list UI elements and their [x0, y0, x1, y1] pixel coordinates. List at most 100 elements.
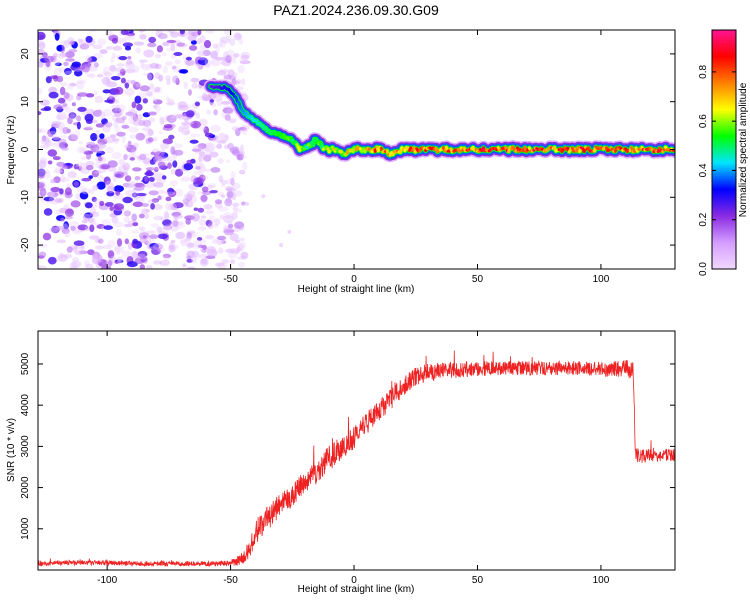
spectrogram-noise-cell [215, 56, 223, 61]
spectrogram-noise-cell [41, 135, 47, 142]
spectrogram-noise-cell [145, 167, 156, 171]
spectrogram-noise-cell [197, 143, 207, 150]
spectrogram-noise-cell [79, 163, 88, 171]
spectrogram-noise-cell [113, 221, 124, 228]
spectrogram-noise-cell [182, 263, 187, 268]
spectrogram-y-tick-label: 20 [20, 48, 31, 60]
spectrogram-noise-cell [136, 103, 143, 111]
spectrogram-noise-cell [46, 191, 58, 198]
spectrogram-noise-cell [38, 31, 46, 41]
spectrogram-noise-cell [103, 80, 111, 87]
spectrogram-noise-cell [209, 58, 221, 67]
spectrogram-noise-cell [68, 112, 77, 119]
spectrogram-noise-cell [48, 196, 55, 203]
spectrogram-noise-cell [198, 154, 205, 163]
spectrogram-noise-cell [42, 232, 52, 241]
spectrogram-noise-cell [122, 42, 133, 48]
spectrogram-noise-cell [241, 255, 246, 260]
spectrogram-noise-cell [107, 167, 117, 172]
spectrogram-noise-cell [231, 211, 238, 220]
spectrogram-noise-cell [52, 169, 64, 174]
spectrogram-noise-cell [148, 117, 156, 123]
colorbar: 0.0 0.2 0.4 0.6 0.8 Normalized spectral ampl… [698, 29, 749, 276]
spectrogram-noise-cell [123, 216, 130, 224]
spectrogram-noise-cell [160, 119, 167, 124]
spectrogram-noise-cell [171, 211, 182, 217]
spectrogram-noise-cell [148, 36, 157, 44]
spectrogram-noise-cell [103, 72, 113, 77]
spectrogram-noise-cell [156, 226, 163, 233]
spectrogram-noise-cell [287, 229, 292, 234]
spectrogram-noise-cell [94, 162, 101, 169]
spectrogram-noise-cell [179, 125, 190, 130]
spectrogram-noise-cell [176, 42, 185, 47]
spectrogram-noise-cell [104, 99, 114, 103]
spectrogram-noise-cell [38, 186, 46, 191]
snr-x-axis-label: Height of straight line (km) [298, 584, 415, 595]
spectrogram-noise-cell [240, 155, 247, 159]
spectrogram-noise-cell [154, 166, 159, 173]
spectrogram-noise-cell [122, 196, 133, 204]
spectrogram-noise-cell [59, 252, 64, 259]
spectrogram-noise-cell [100, 163, 110, 170]
spectrogram-noise-cell [59, 40, 68, 46]
snr-y-tick-label: 1000 [20, 517, 31, 540]
spectrogram-noise-cell [149, 62, 159, 69]
spectrogram-noise-cell [105, 146, 114, 154]
spectrogram-noise-cell [69, 266, 78, 269]
colorbar-frame [711, 29, 737, 270]
spectrogram-noise-cell [198, 154, 203, 162]
spectrogram-noise-cell [131, 79, 137, 86]
spectrogram-noise-cell [57, 254, 68, 262]
spectrogram-noise-cell [148, 199, 159, 204]
spectrogram-noise-cell [113, 99, 120, 104]
spectrogram-noise-cell [68, 132, 76, 136]
spectrogram-noise-cell [110, 76, 121, 81]
spectrogram-noise-cell [96, 181, 106, 190]
spectrogram-noise-cell [170, 31, 179, 38]
spectrogram-noise-cell [168, 203, 178, 211]
spectrogram-noise-cell [62, 223, 69, 231]
spectrogram-noise-cell [171, 168, 176, 175]
spectrogram-noise-cell [81, 187, 91, 195]
spectrogram-noise-cell [200, 194, 208, 202]
spectrogram-noise-cell [220, 139, 227, 144]
spectrogram-noise-cell [210, 50, 219, 60]
spectrogram-noise-cell [207, 183, 217, 188]
spectrogram-noise-cell [79, 191, 89, 200]
spectrogram-noise-cell [49, 192, 56, 198]
spectrogram-noise-cell [166, 48, 172, 52]
spectrogram-noise-cell [203, 204, 213, 210]
spectrogram-noise-cell [111, 52, 117, 59]
spectrogram-noise-cell [234, 79, 242, 84]
spectrogram-noise-cell [132, 65, 140, 73]
spectrogram-noise-cell [81, 156, 88, 160]
spectrogram-noise-cell [194, 151, 206, 155]
spectrogram-noise-cell [100, 225, 105, 232]
spectrogram-noise-cell [147, 73, 152, 81]
spectrogram-noise-cell [210, 167, 221, 173]
spectrogram-noise-cell [96, 224, 106, 229]
spectrogram-noise-cell [172, 202, 184, 209]
colorbar-tick-label: 0.0 [698, 262, 709, 276]
spectrogram-noise-cell [134, 176, 141, 181]
spectrogram-noise-cell [184, 237, 191, 242]
spectrogram-noise-cell [167, 162, 172, 169]
spectrogram-noise-cell [137, 114, 143, 121]
snr-y-tick-label: 2000 [20, 476, 31, 499]
spectrogram-noise-cell [138, 213, 145, 219]
spectrogram-noise-cell [197, 253, 208, 258]
spectrogram-noise-cell [125, 68, 136, 74]
spectrogram-noise-cell [48, 91, 59, 99]
spectrogram-noise-cell [186, 159, 193, 164]
spectrogram-noise-cell [212, 43, 219, 49]
spectrogram-noise-cell [213, 223, 219, 228]
spectrogram-noise-cell [114, 86, 124, 95]
spectrogram-noise-cell [118, 158, 126, 166]
spectrogram-noise-cell [92, 44, 103, 50]
spectrogram-noise-cell [185, 56, 192, 61]
spectrogram-y-axis-label: Frequency (Hz) [6, 116, 17, 185]
spectrogram-noise-cell [85, 126, 94, 130]
spectrogram-noise-cell [169, 180, 178, 186]
spectrogram-noise-cell [56, 45, 63, 52]
